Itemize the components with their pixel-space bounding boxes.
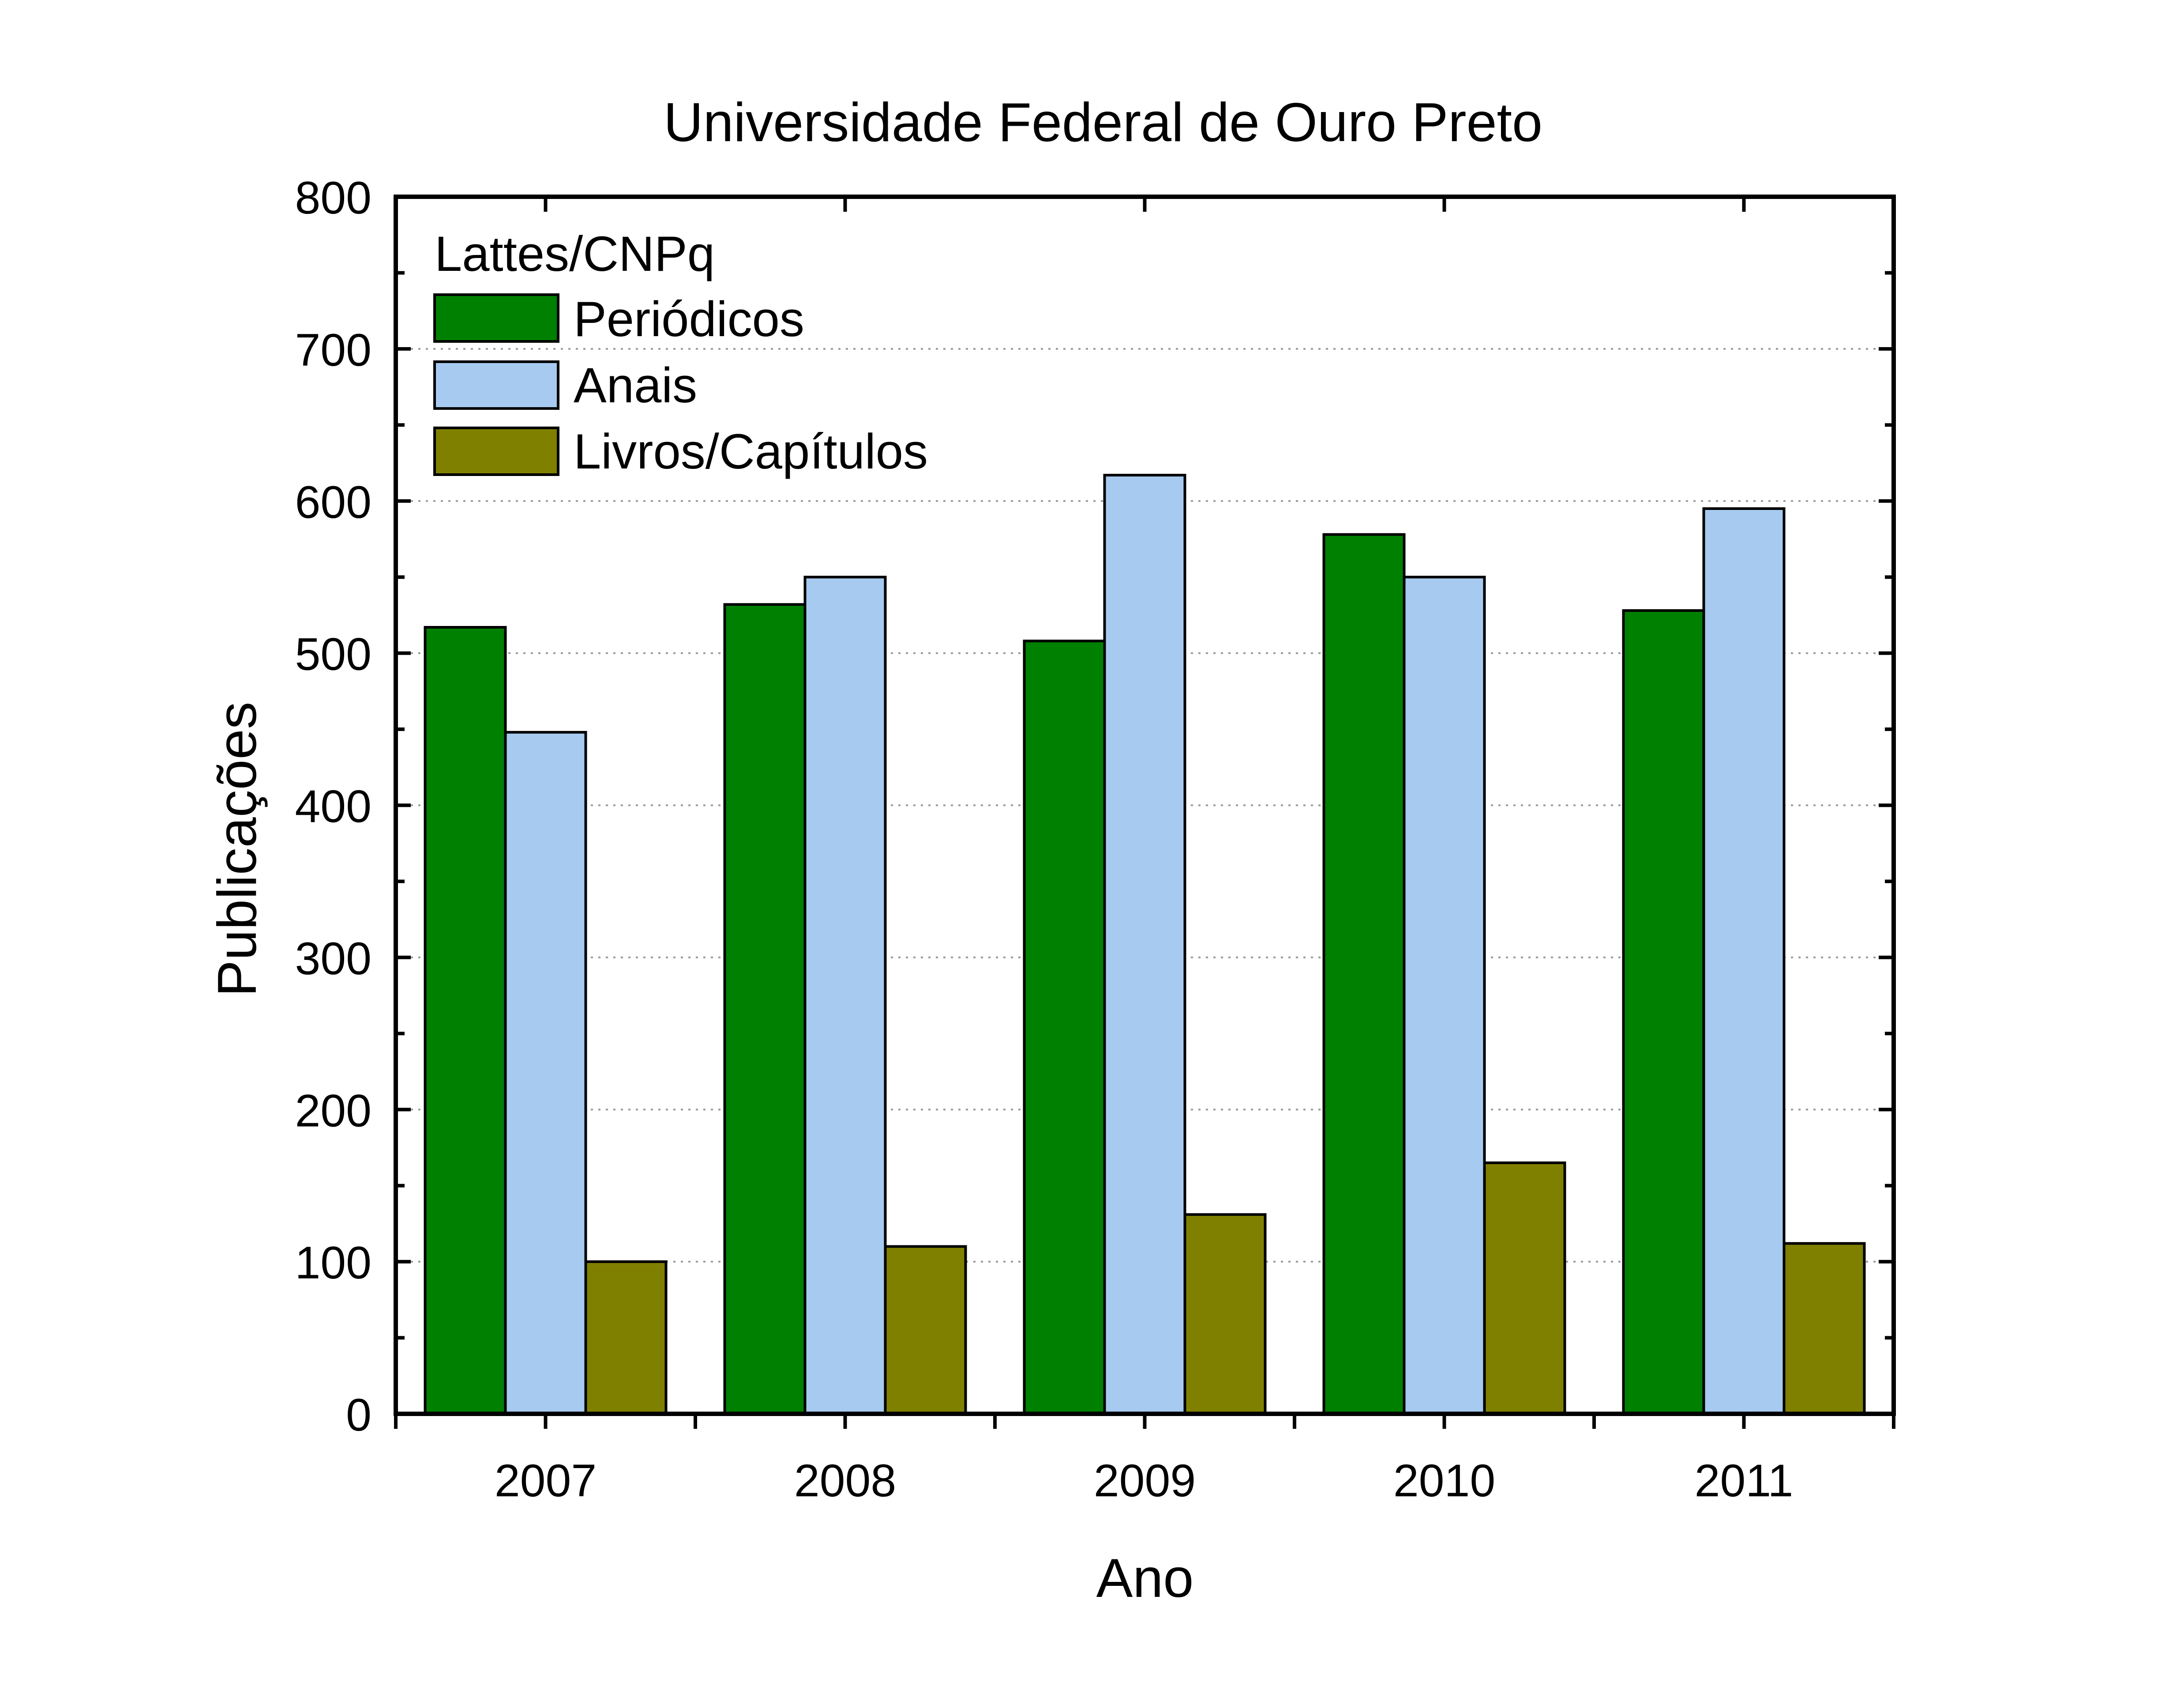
- bar-anais-2008: [803, 576, 887, 1415]
- bar-periodicos-2007: [424, 626, 507, 1415]
- bar-periodicos-2010: [1322, 533, 1406, 1415]
- x-tick-label: 2010: [1393, 1455, 1495, 1506]
- y-axis-tick-labels: 0 100 200 300 400 500 600 700 800: [295, 172, 372, 1441]
- legend-swatch-livros-capitulos: [433, 427, 559, 476]
- y-tick-label: 600: [295, 477, 372, 528]
- bar-livros-capitulos-2011: [1782, 1242, 1866, 1415]
- bar-anais-2011: [1702, 507, 1786, 1416]
- y-tick-label: 700: [295, 325, 372, 376]
- legend-label-anais: Anais: [574, 358, 697, 413]
- x-axis-tick-labels: 2007 2008 2009 2010 2011: [495, 1455, 1794, 1506]
- y-tick-label: 100: [295, 1237, 372, 1289]
- legend: Lattes/CNPq Periódicos Anais Livros/Capí…: [433, 226, 928, 479]
- bar-periodicos-2011: [1622, 609, 1705, 1415]
- bar-anais-2010: [1403, 576, 1486, 1415]
- chart-title: Universidade Federal de Ouro Preto: [664, 92, 1542, 153]
- x-tick-label: 2009: [1094, 1455, 1196, 1506]
- y-tick-label: 400: [295, 781, 372, 832]
- bar-livros-capitulos-2009: [1183, 1213, 1267, 1416]
- legend-title: Lattes/CNPq: [435, 226, 715, 281]
- x-axis-label: Ano: [1096, 1548, 1194, 1609]
- bar-anais-2007: [504, 731, 587, 1415]
- bars: [424, 474, 1866, 1416]
- y-tick-label: 800: [295, 172, 372, 224]
- bar-anais-2009: [1103, 474, 1186, 1415]
- bar-livros-capitulos-2008: [884, 1245, 967, 1415]
- x-tick-label: 2011: [1695, 1455, 1794, 1506]
- y-tick-label: 0: [346, 1390, 372, 1441]
- y-axis-label: Publicações: [207, 702, 268, 997]
- bar-livros-capitulos-2007: [584, 1260, 668, 1415]
- bar-periodicos-2008: [723, 603, 807, 1415]
- bar-periodicos-2009: [1023, 640, 1106, 1415]
- legend-swatch-periodicos: [433, 293, 559, 343]
- legend-label-livros-capitulos: Livros/Capítulos: [574, 424, 928, 479]
- axis-ticks: [394, 195, 1895, 1429]
- x-tick-label: 2007: [495, 1455, 597, 1506]
- y-tick-label: 500: [295, 629, 372, 680]
- y-tick-label: 300: [295, 933, 372, 984]
- y-tick-label: 200: [295, 1085, 372, 1136]
- x-tick-label: 2008: [794, 1455, 896, 1506]
- legend-swatch-anais: [433, 360, 559, 410]
- bar-livros-capitulos-2010: [1483, 1161, 1566, 1416]
- legend-label-periodicos: Periódicos: [574, 292, 804, 347]
